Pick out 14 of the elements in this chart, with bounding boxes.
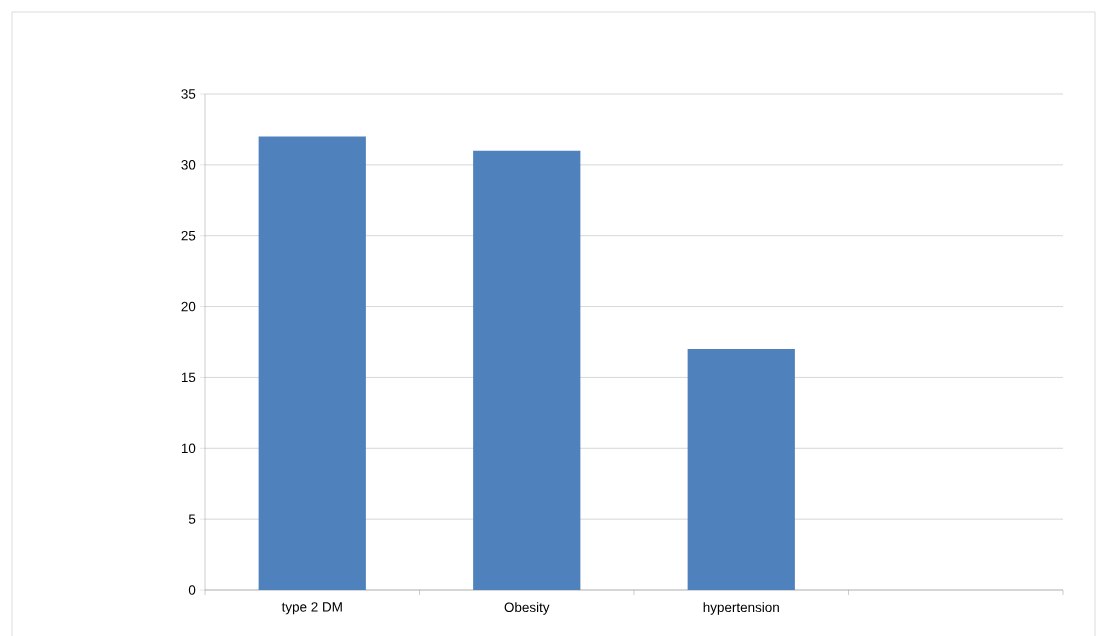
y-tick-label: 10 [181,443,196,454]
y-tick-label: 20 [181,301,196,312]
y-tick-label: 35 [181,89,196,99]
y-tick-label: 15 [181,372,196,383]
bar [473,150,581,590]
x-tick-label: type 2 DM [281,602,342,615]
bar [258,136,366,590]
bar [687,349,795,590]
y-tick-label: 5 [188,514,196,524]
y-tick-label: 0 [188,585,196,595]
y-tick-label: 30 [181,160,196,170]
y-tick-label: 25 [181,230,196,241]
x-tick-label: hypertension [703,602,779,615]
x-tick-label: Obesity [504,602,550,615]
